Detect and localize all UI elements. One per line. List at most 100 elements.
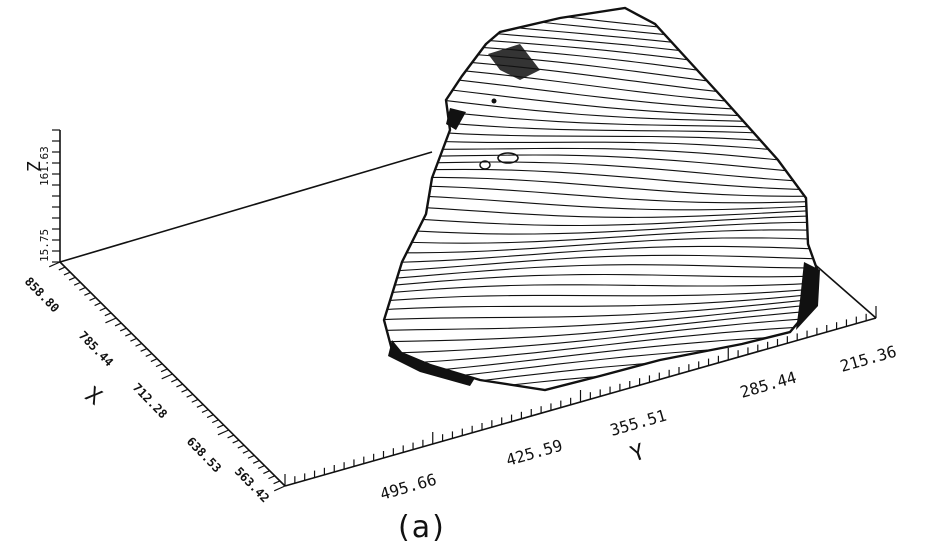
contour-line	[384, 229, 818, 244]
x-axis-tick	[201, 409, 209, 413]
x-axis-tick	[105, 317, 117, 324]
contour-line	[384, 176, 818, 197]
x-tick-label-3: 638.53	[184, 434, 224, 475]
y-tick-label-2: 355.51	[608, 406, 669, 440]
contour-line	[384, 281, 818, 295]
peak-marker	[491, 98, 497, 104]
x-axis-tick	[89, 297, 97, 301]
contour-line	[384, 308, 818, 343]
x-axis-tick	[252, 459, 260, 464]
x-axis-tick	[79, 286, 86, 291]
x-axis-tick	[125, 332, 132, 337]
contour-line	[384, 254, 818, 273]
x-axis-tick	[150, 358, 158, 363]
front-dark-edge	[388, 340, 475, 386]
x-axis-tick	[211, 419, 219, 424]
y-tick-label-4: 215.36	[838, 342, 899, 376]
x-axis-tick	[217, 429, 229, 436]
contour-line	[384, 137, 818, 157]
x-axis-tick	[84, 291, 91, 296]
x-axis-tick	[99, 307, 107, 312]
contour-line	[384, 245, 818, 264]
x-axis-tick	[58, 266, 66, 271]
x-axis-tick	[196, 403, 204, 408]
x-tick-label-4: 563.42	[232, 464, 272, 505]
top-dark-ridge	[488, 44, 540, 80]
contour-line	[384, 301, 818, 332]
surface-outline	[382, 6, 820, 392]
x-axis-tick	[191, 398, 199, 403]
x-axis-tick	[237, 444, 245, 449]
contour-line	[384, 333, 818, 376]
y-tick-label-3: 285.44	[738, 368, 799, 402]
contour-line	[384, 194, 818, 211]
x-axis-tick	[217, 424, 224, 429]
x-axis-tick	[181, 388, 189, 393]
x-axis-tick	[104, 312, 112, 317]
x-axis-tick	[140, 347, 148, 352]
x-tick-label-0: 858.80	[22, 274, 62, 315]
x-axis-tick	[273, 480, 281, 485]
contour-line	[384, 147, 818, 167]
x-axis-tick	[155, 363, 163, 368]
contour-line	[384, 296, 818, 321]
x-axis-tick	[273, 485, 286, 492]
depression-feature-small	[479, 160, 491, 170]
y-axis-label: Y	[628, 440, 649, 468]
x-axis-tick	[73, 281, 81, 286]
contour-line	[384, 237, 818, 254]
z-axis-label: Z	[24, 161, 45, 172]
x-axis-tick	[135, 342, 143, 347]
x-axis-ticks	[48, 261, 286, 492]
x-axis-tick	[268, 475, 276, 480]
contour-line	[384, 316, 818, 355]
z-tick-label-0: 15.75	[38, 229, 51, 262]
right-dark-edge	[796, 262, 820, 330]
contour-line	[384, 214, 818, 227]
x-axis-tick	[160, 368, 168, 373]
contour-line	[384, 273, 818, 288]
left-dark-edge	[446, 108, 466, 130]
figure-caption: (a)	[398, 510, 446, 545]
back-edge	[59, 151, 433, 263]
contour-line	[384, 291, 818, 312]
contour-line	[384, 324, 818, 366]
x-axis-tick	[114, 322, 122, 327]
x-tick-label-2: 712.28	[130, 380, 170, 421]
contour-line	[384, 204, 818, 218]
x-axis-tick	[247, 454, 255, 459]
x-axis-tick	[68, 276, 76, 281]
x-axis-tick	[145, 353, 153, 357]
x-axis-tick	[130, 337, 137, 342]
x-axis-tick	[232, 439, 240, 444]
x-axis-tick	[171, 378, 178, 383]
x-axis-tick	[63, 271, 71, 276]
x-axis-tick	[206, 414, 214, 419]
right-edge	[811, 261, 877, 319]
contour-line	[384, 154, 818, 176]
contour-line	[384, 286, 818, 303]
contour-line	[384, 185, 818, 204]
x-axis-tick	[94, 302, 102, 307]
depression-feature	[497, 152, 519, 164]
x-axis-tick	[119, 327, 127, 332]
x-axis-tick	[161, 373, 173, 380]
x-axis-tick	[263, 470, 270, 475]
y-tick-label-1: 425.59	[504, 436, 565, 470]
x-axis-tick	[258, 465, 265, 469]
contour-line	[384, 168, 818, 191]
contour-line	[384, 221, 818, 235]
edge-shading	[388, 44, 820, 386]
contour-line	[384, 161, 818, 184]
x-axis-tick	[242, 449, 250, 454]
x-axis-tick	[186, 393, 194, 398]
y-tick-label-0: 495.66	[378, 470, 439, 504]
y-axis-ticks	[284, 306, 877, 486]
x-axis-label: X	[81, 382, 107, 411]
contour-line	[384, 264, 818, 281]
z-axis-ticks	[52, 129, 60, 263]
x-tick-label-1: 785.44	[76, 328, 116, 369]
x-axis-tick	[48, 261, 61, 268]
x-axis-tick	[176, 383, 183, 388]
